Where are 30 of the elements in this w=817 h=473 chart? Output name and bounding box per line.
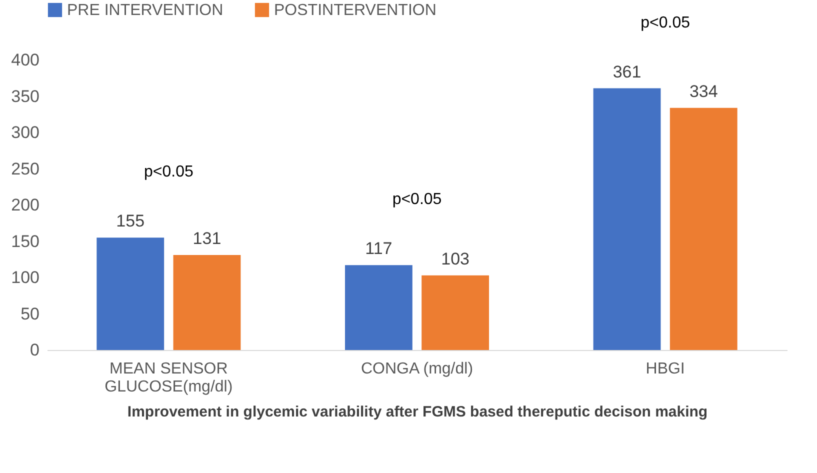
x-tick-label: MEAN SENSOR GLUCOSE(mg/dl) xyxy=(104,360,233,396)
data-label: 155 xyxy=(116,212,145,231)
y-tick-label: 250 xyxy=(11,159,40,178)
bar xyxy=(670,108,738,350)
x-axis-title: Improvement in glycemic variability after FGMS based thereputic decison making xyxy=(127,404,708,420)
annotation: p<0.05 xyxy=(392,191,442,208)
y-tick-label: 350 xyxy=(11,86,40,106)
y-tick-label: 200 xyxy=(11,196,40,214)
data-label: 334 xyxy=(689,82,718,101)
data-label: 131 xyxy=(192,229,222,248)
y-tick-label: 150 xyxy=(11,232,40,251)
legend-label: PRE INTERVENTION xyxy=(67,2,224,19)
data-label: 361 xyxy=(612,62,642,82)
bar xyxy=(422,275,490,350)
data-label: 117 xyxy=(365,239,392,258)
x-tick-label: HBGI xyxy=(646,360,685,378)
text: p<0.05 xyxy=(640,14,690,32)
y-tick-label: 100 xyxy=(11,268,40,287)
y-tick-label: 400 xyxy=(11,50,40,70)
y-tick-label: 0 xyxy=(30,340,40,360)
x-tick-label: CONGA (mg/dl) xyxy=(360,360,474,378)
y-tick-label: 300 xyxy=(11,123,40,142)
bar xyxy=(593,88,661,350)
bar xyxy=(96,238,164,350)
data-label: 103 xyxy=(441,249,470,268)
bar xyxy=(173,255,241,350)
legend-label: POSTINTERVENTION xyxy=(274,2,436,19)
annotation: p<0.05 xyxy=(144,164,194,181)
y-tick-label: 50 xyxy=(20,304,40,324)
bar xyxy=(344,265,412,350)
